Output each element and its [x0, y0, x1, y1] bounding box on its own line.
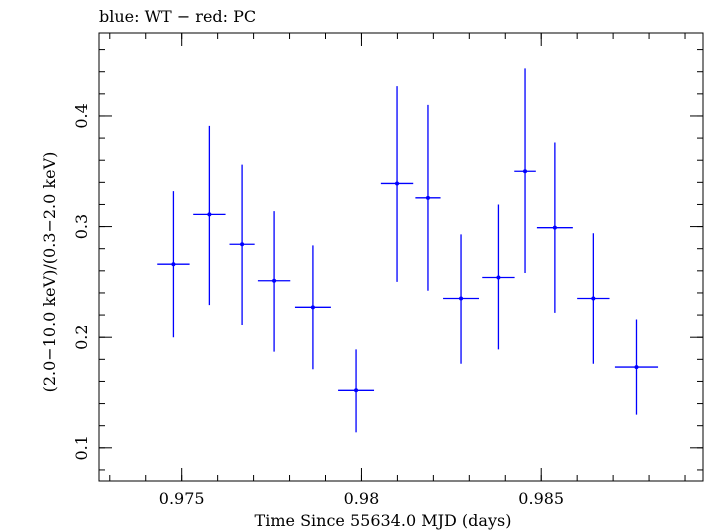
x-axis-label: Time Since 55634.0 MJD (days) [255, 511, 512, 530]
data-point [514, 68, 536, 274]
y-tick-label: 0.4 [72, 103, 91, 128]
data-point [415, 104, 441, 291]
point-marker [207, 212, 212, 217]
point-marker [552, 225, 557, 230]
data-point [257, 211, 291, 352]
data-points [157, 68, 659, 433]
point-marker [425, 195, 430, 200]
x-tick-label: 0.975 [159, 489, 205, 508]
data-point [338, 349, 375, 433]
point-marker [459, 296, 464, 301]
y-axis-label: (2.0−10.0 keV)/(0.3−2.0 keV) [40, 152, 59, 393]
point-marker [591, 296, 596, 301]
data-point [443, 234, 480, 364]
data-point [229, 164, 255, 326]
data-point [614, 319, 659, 415]
point-marker [634, 365, 639, 370]
plot-frame [98, 32, 704, 482]
x-tick-label: 0.985 [518, 489, 564, 508]
data-point [482, 204, 515, 350]
point-marker [310, 305, 315, 310]
point-marker [171, 262, 176, 267]
data-point [294, 245, 331, 370]
point-marker [523, 169, 528, 174]
point-marker [496, 275, 501, 280]
y-tick-label: 0.1 [72, 435, 91, 460]
axis-tick-labels: 0.975 0.98 0.985 0.1 0.2 0.3 0.4 [72, 103, 564, 508]
x-tick-label: 0.98 [344, 489, 380, 508]
point-marker [354, 388, 359, 393]
data-point [193, 125, 226, 306]
y-tick-label: 0.2 [72, 324, 91, 349]
data-point [577, 233, 610, 364]
data-point [536, 142, 573, 313]
point-marker [272, 278, 277, 283]
axis-ticks [99, 33, 703, 481]
data-point [380, 86, 414, 282]
data-point [157, 191, 190, 338]
point-marker [240, 242, 245, 247]
y-tick-label: 0.3 [72, 214, 91, 239]
point-marker [395, 181, 400, 186]
chart-title: blue: WT − red: PC [99, 7, 256, 26]
